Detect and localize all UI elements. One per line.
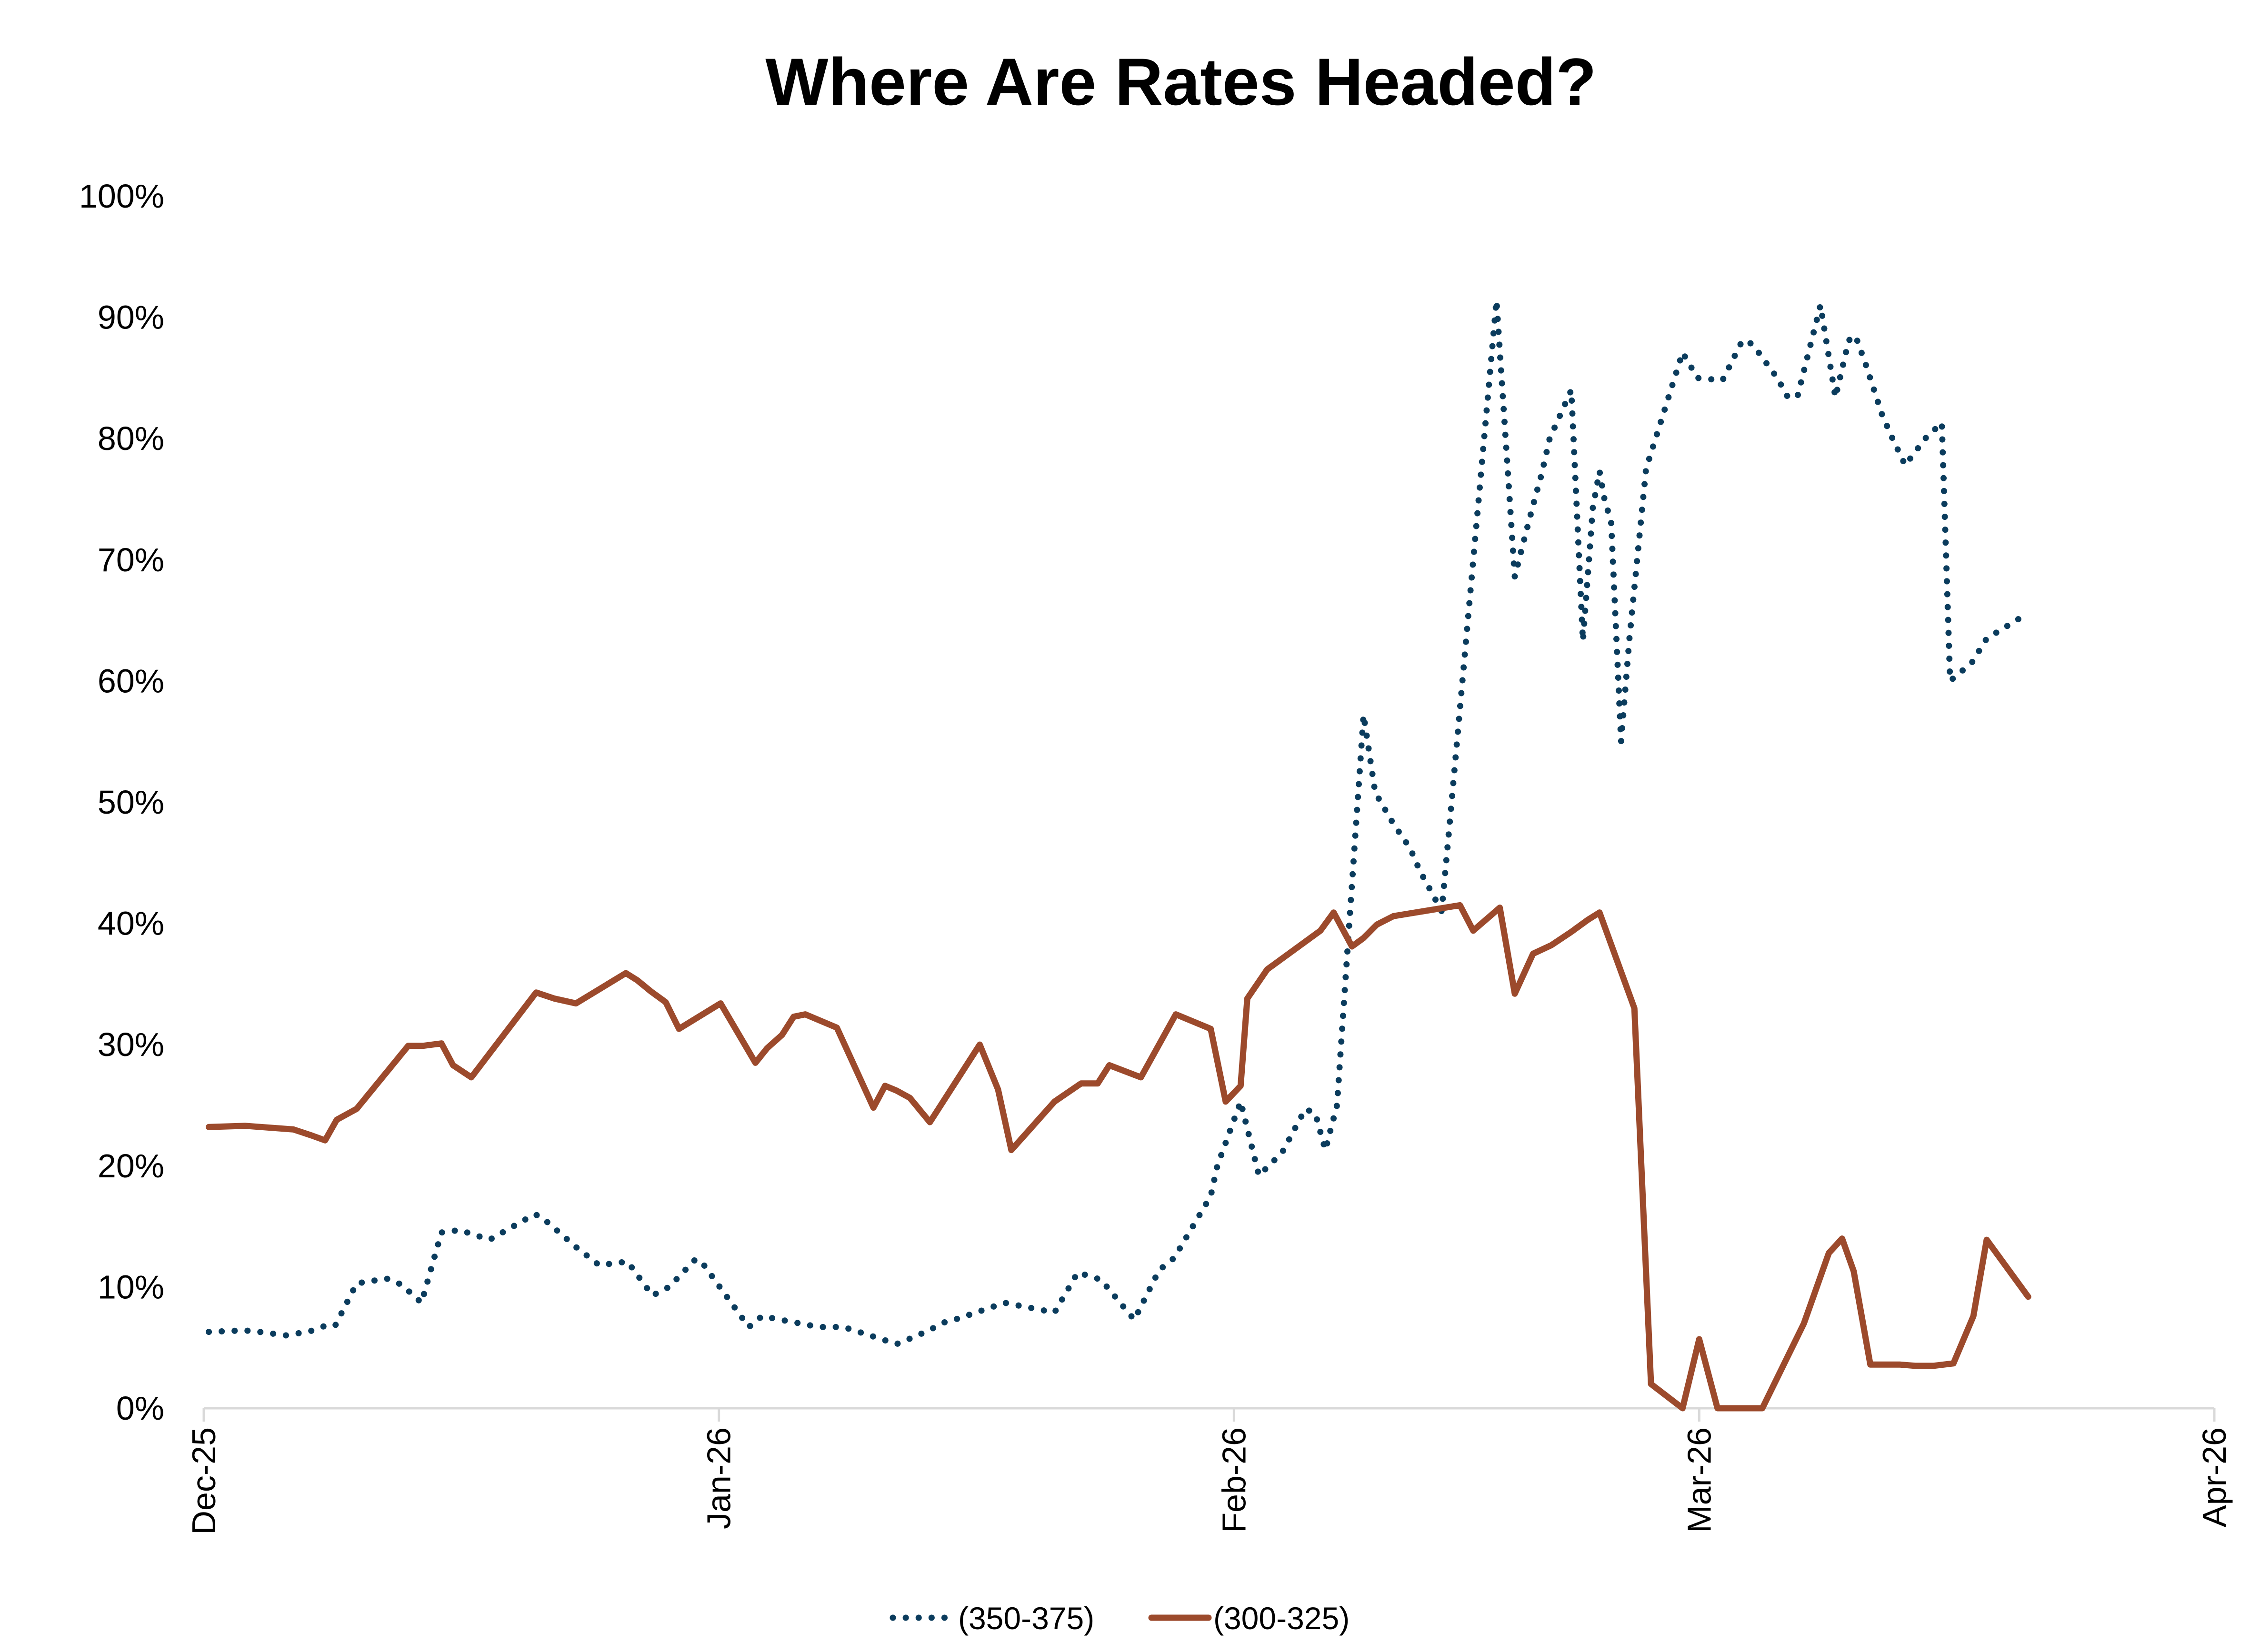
x-tick-label: Mar-26: [1680, 1427, 1718, 1533]
legend-label: (300-325): [1213, 1601, 1350, 1636]
y-tick-label: 30%: [98, 1026, 164, 1063]
y-tick-label: 70%: [98, 541, 164, 578]
legend: (350-375) (300-325): [890, 1601, 1350, 1636]
x-axis: Dec-25 Jan-26 Feb-26 Mar-26 Apr-26: [185, 1407, 2233, 1535]
x-tick-label: Feb-26: [1215, 1427, 1252, 1533]
y-tick-label: 100%: [79, 178, 164, 215]
y-tick-label: 10%: [98, 1268, 164, 1305]
series-line-300-325: [206, 902, 2031, 1412]
y-tick-label: 60%: [98, 662, 164, 699]
x-tick-label: Apr-26: [2196, 1427, 2233, 1527]
y-tick-label: 80%: [98, 420, 164, 457]
y-tick-label: 90%: [98, 299, 164, 336]
y-tick-label: 50%: [98, 784, 164, 821]
y-tick-label: 40%: [98, 905, 164, 942]
x-tick-label: Dec-25: [185, 1427, 222, 1535]
plot-area: [206, 297, 2031, 1412]
y-axis-labels: 0% 10% 20% 30% 40% 50% 60% 70% 80% 90% 100%: [79, 178, 164, 1427]
y-tick-label: 20%: [98, 1147, 164, 1184]
y-tick-label: 0%: [116, 1390, 164, 1427]
legend-label: (350-375): [958, 1601, 1094, 1636]
chart-title: Where Are Rates Headed?: [765, 44, 1596, 119]
x-tick-label: Jan-26: [700, 1427, 738, 1529]
series-line-350-375: [206, 297, 2031, 1347]
